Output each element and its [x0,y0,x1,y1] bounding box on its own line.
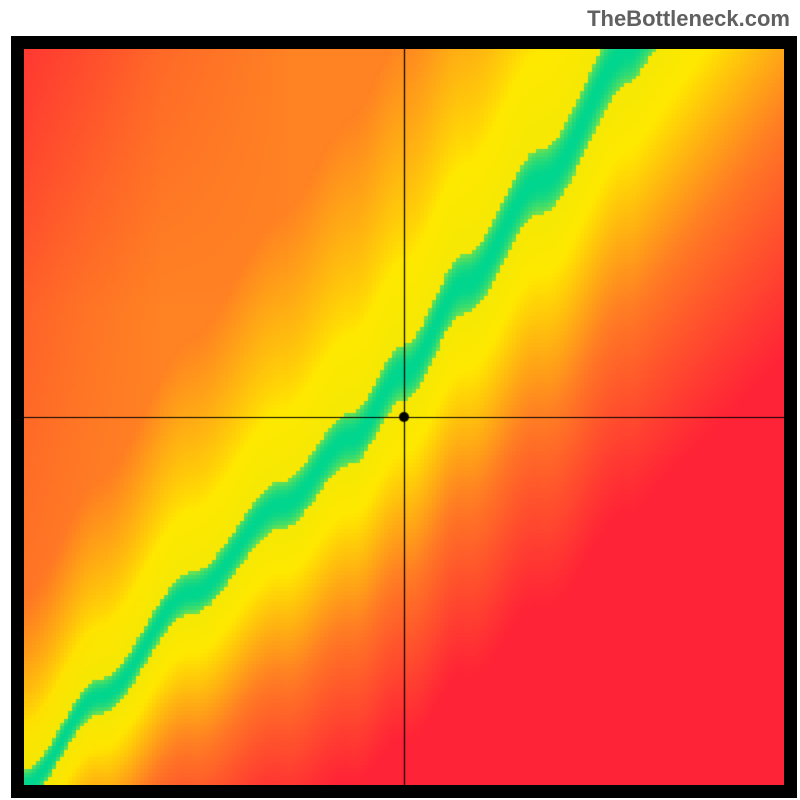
crosshair-overlay [24,49,784,785]
chart-container: TheBottleneck.com [0,0,800,800]
watermark-text: TheBottleneck.com [587,6,790,32]
